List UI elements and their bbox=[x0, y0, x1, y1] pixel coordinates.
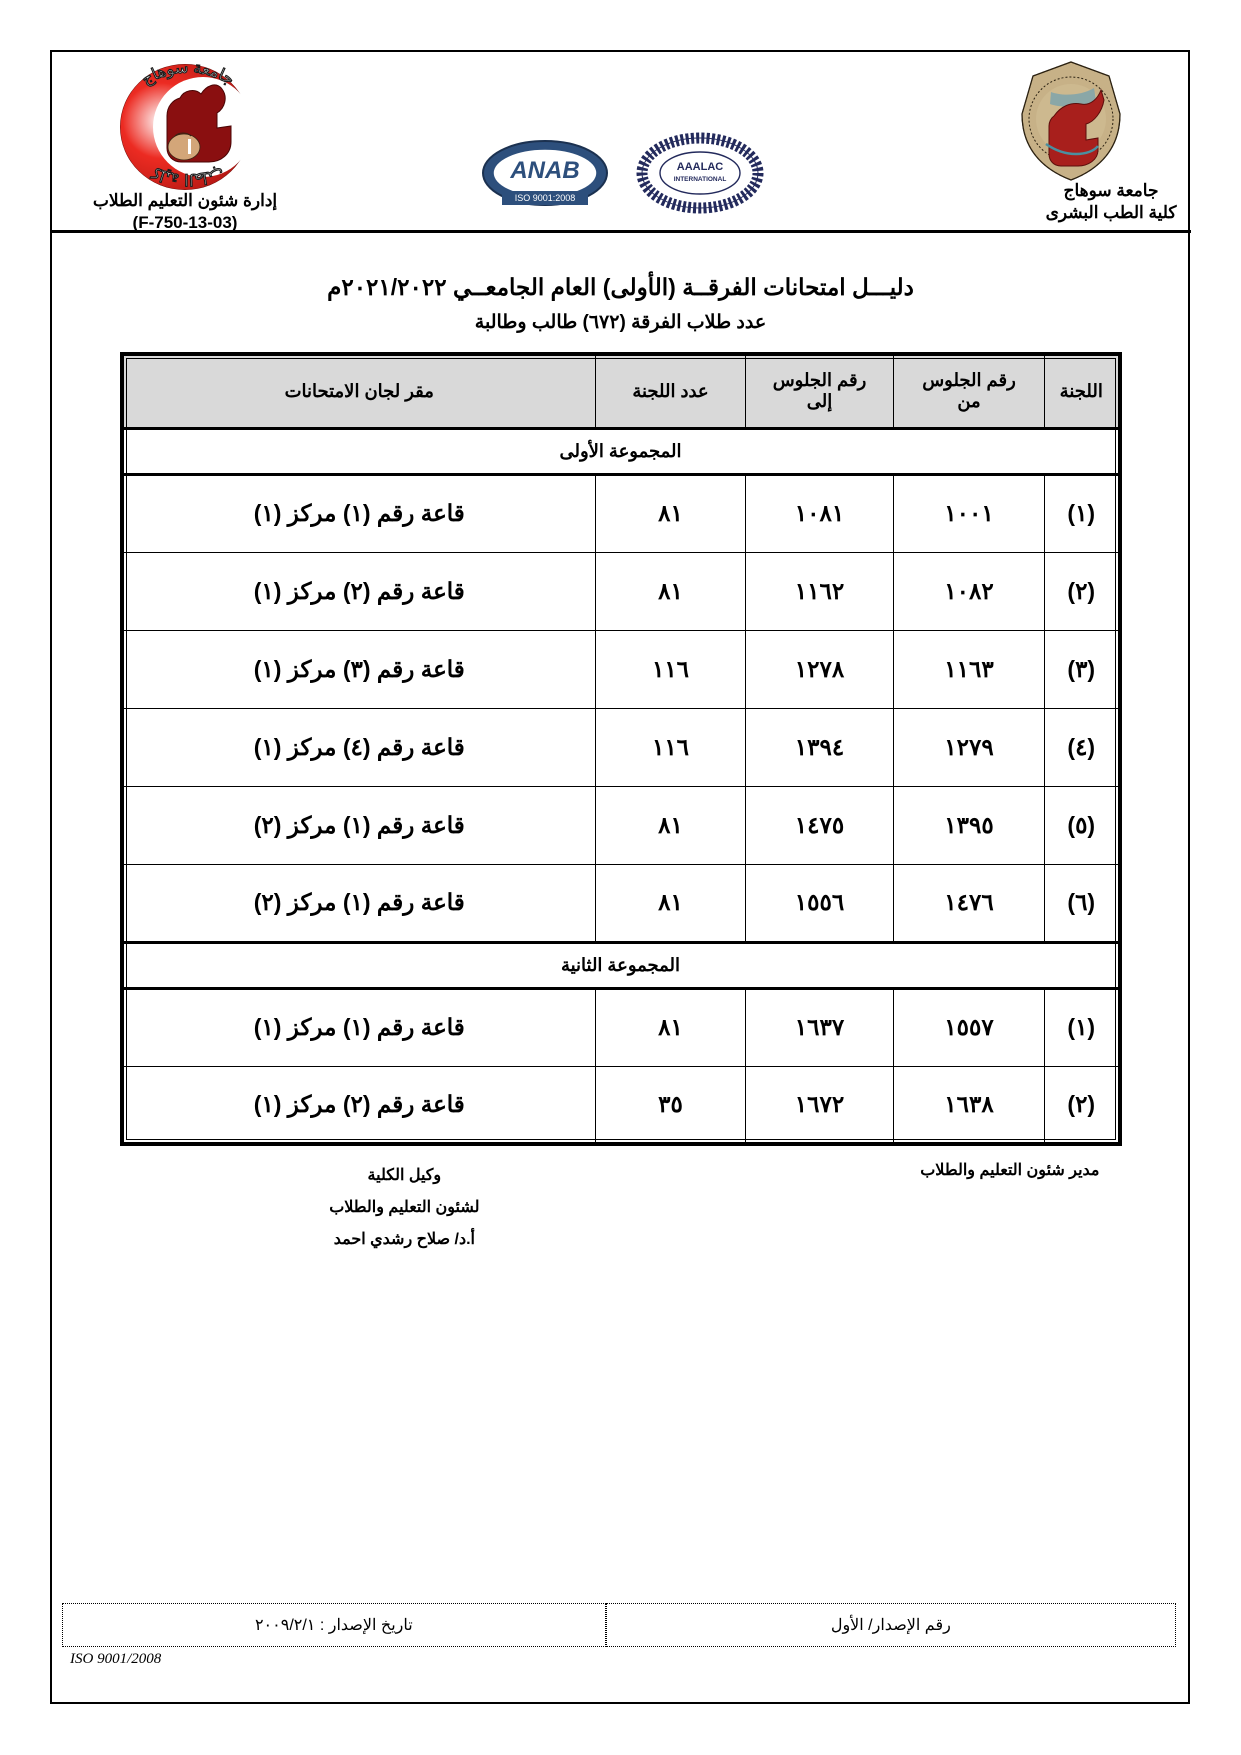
svg-text:ISO 9001:2008: ISO 9001:2008 bbox=[515, 193, 576, 203]
svg-text:INTERNATIONAL: INTERNATIONAL bbox=[674, 176, 727, 183]
svg-text:ANAB: ANAB bbox=[509, 157, 579, 184]
svg-text:AAALAC: AAALAC bbox=[677, 161, 723, 173]
